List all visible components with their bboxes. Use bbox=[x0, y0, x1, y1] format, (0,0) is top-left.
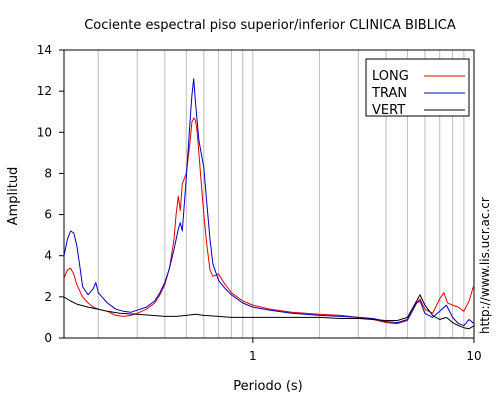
chart-title: Cociente espectral piso superior/inferio… bbox=[84, 18, 456, 33]
y-tick-label: 8 bbox=[44, 166, 52, 180]
x-axis: 1 10 bbox=[249, 338, 482, 363]
y-axis-label: Amplitud bbox=[6, 167, 21, 226]
series-line-vert bbox=[63, 294, 475, 330]
y-tick-label: 10 bbox=[37, 125, 52, 139]
y-tick-label: 12 bbox=[37, 84, 52, 98]
y-axis: 0 2 4 6 8 10 12 14 bbox=[37, 43, 64, 345]
legend-label: LONG bbox=[372, 69, 409, 84]
x-tick-label: 10 bbox=[466, 349, 481, 363]
y-tick-label: 6 bbox=[44, 208, 52, 222]
series-line-long bbox=[63, 117, 475, 325]
series-group bbox=[63, 78, 475, 330]
y-tick-label: 0 bbox=[44, 331, 52, 345]
legend-box bbox=[365, 58, 470, 117]
series-line-tran bbox=[63, 78, 475, 327]
x-axis-label: Periodo (s) bbox=[233, 379, 303, 394]
y-tick-label: 4 bbox=[44, 249, 52, 263]
plot-frame bbox=[63, 49, 475, 339]
x-tick-label: 1 bbox=[249, 349, 257, 363]
legend-label: VERT bbox=[372, 103, 405, 118]
legend: LONG TRAN VERT bbox=[365, 58, 470, 118]
y-tick-label: 14 bbox=[37, 43, 52, 57]
source-url: http://www.lis.ucr.ac.cr bbox=[478, 197, 492, 334]
legend-label: TRAN bbox=[371, 86, 407, 101]
y-tick-label: 2 bbox=[44, 290, 52, 304]
